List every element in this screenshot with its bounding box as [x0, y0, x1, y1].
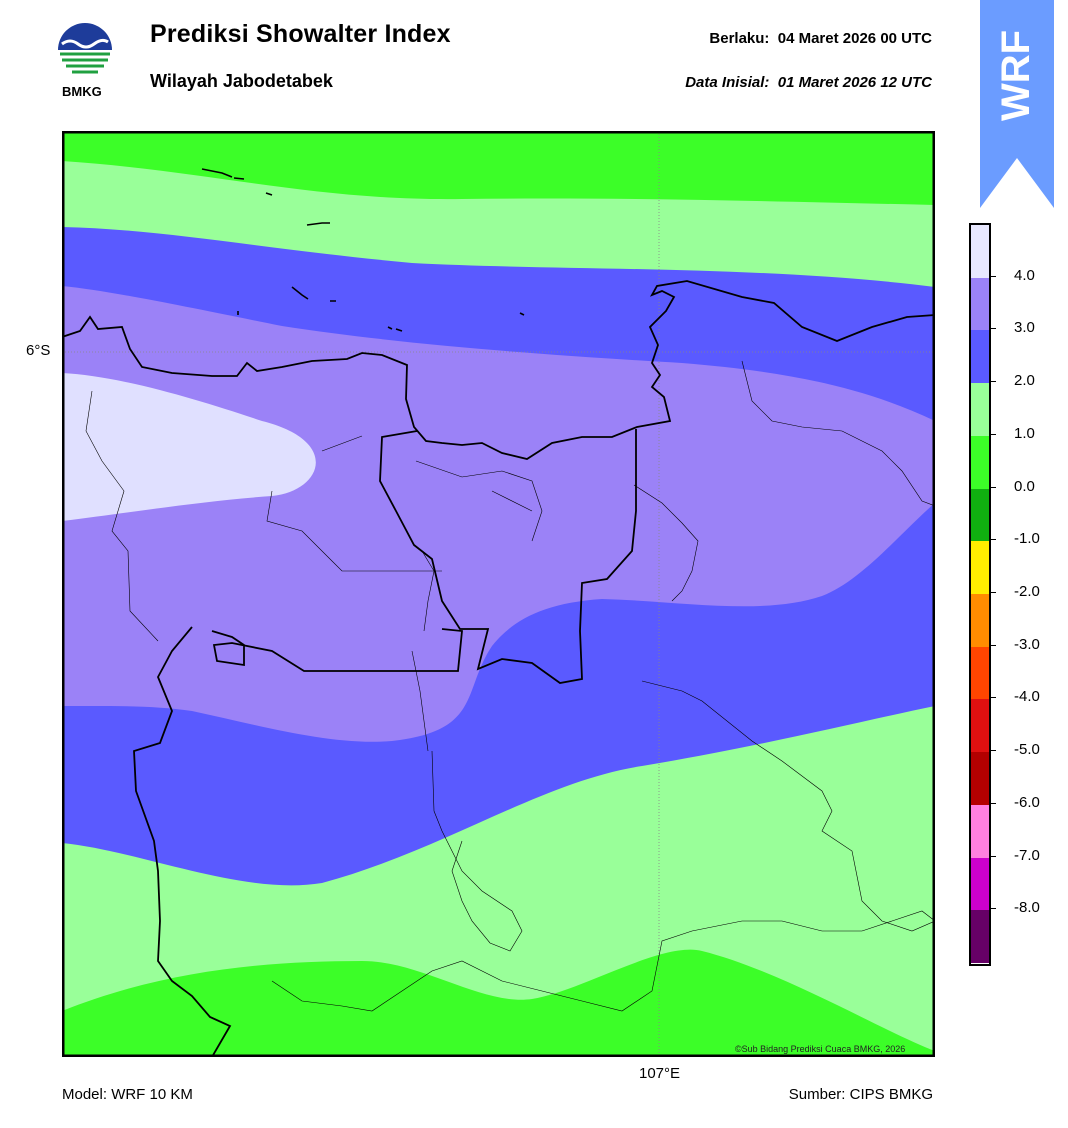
colorbar-tick: [990, 802, 996, 804]
colorbar-label: -3.0: [1014, 635, 1040, 653]
colorbar-segment: [971, 594, 989, 648]
init-time: Data Inisial: 01 Maret 2026 12 UTC: [685, 74, 932, 91]
colorbar-tick: [990, 750, 996, 752]
wrf-badge-label: WRF: [980, 20, 1054, 130]
colorbar-label: 1.0: [1014, 424, 1035, 442]
province-boundary: [379, 429, 637, 684]
colorbar-tick: [990, 539, 996, 541]
java-coastline: [62, 280, 935, 460]
colorbar-tick: [990, 486, 996, 488]
banten-boundary: [133, 626, 463, 1057]
colorbar-tick: [990, 592, 996, 593]
colorbar-label: -6.0: [1014, 793, 1040, 811]
colorbar-label: 4.0: [1014, 266, 1035, 284]
colorbar-tick: [990, 275, 996, 277]
colorbar-segment: [971, 435, 989, 490]
colorbar-label: -4.0: [1014, 688, 1040, 706]
colorbar-label: -7.0: [1014, 846, 1040, 864]
colorbar-segment: [971, 225, 989, 279]
colorbar-segment: [971, 857, 989, 911]
lon-label: 107°E: [639, 1065, 681, 1082]
colorbar-segment: [971, 804, 989, 859]
colorbar-segment: [971, 330, 989, 384]
map-frame: [62, 131, 935, 1057]
colorbar-tick: [990, 433, 996, 435]
lat-label: 6°S: [26, 342, 51, 359]
colorbar-segment: [971, 277, 989, 331]
source-label: Sumber: CIPS BMKG: [788, 1086, 933, 1103]
showalter-contour-map: [62, 131, 935, 1057]
colorbar-segment: [971, 541, 989, 595]
colorbar-label: -5.0: [1014, 741, 1040, 759]
colorbar-tick: [990, 381, 996, 383]
colorbar-segment: [971, 383, 989, 437]
wrf-badge-text: WRF: [994, 29, 1039, 121]
colorbar-label: 0.0: [1014, 477, 1035, 495]
colorbar-tick: [990, 328, 996, 330]
bmkg-emblem-icon: [56, 23, 114, 82]
wrf-badge-shape: [980, 0, 1054, 208]
regency-boundaries: [85, 360, 935, 1012]
colorbar-tick: [990, 644, 996, 646]
wrf-badge: WRF: [980, 0, 1054, 208]
colorbar-segment: [971, 910, 989, 964]
colorbar-segment: [971, 646, 989, 700]
island-small: [201, 168, 525, 332]
colorbar-label: 2.0: [1014, 372, 1035, 390]
contour-fill-lavender: [62, 373, 316, 521]
contour-fill-purple: [62, 286, 935, 742]
page-subtitle: Wilayah Jabodetabek: [150, 71, 333, 91]
page-title: Prediksi Showalter Index: [150, 20, 451, 48]
colorbar-label: -1.0: [1014, 530, 1040, 548]
colorbar-label: 3.0: [1014, 319, 1035, 337]
colorbar-tick: [990, 855, 996, 857]
logo-text: BMKG: [62, 84, 102, 99]
bmkg-logo: [54, 22, 116, 84]
colorbar-segment: [971, 752, 989, 806]
colorbar-label: -2.0: [1014, 583, 1040, 600]
colorbar-tick: [990, 697, 996, 699]
forecast-map: [62, 131, 935, 1057]
colorbar-segment: [971, 488, 989, 542]
colorbar-label: -8.0: [1014, 899, 1040, 917]
valid-time: Berlaku: 04 Maret 2026 00 UTC: [709, 30, 932, 47]
colorbar: [969, 223, 991, 966]
model-label: Model: WRF 10 KM: [62, 1086, 193, 1103]
colorbar-segment: [971, 699, 989, 753]
colorbar-tick: [990, 908, 996, 910]
credit-text: ©Sub Bidang Prediksi Cuaca BMKG, 2026: [735, 1044, 906, 1054]
